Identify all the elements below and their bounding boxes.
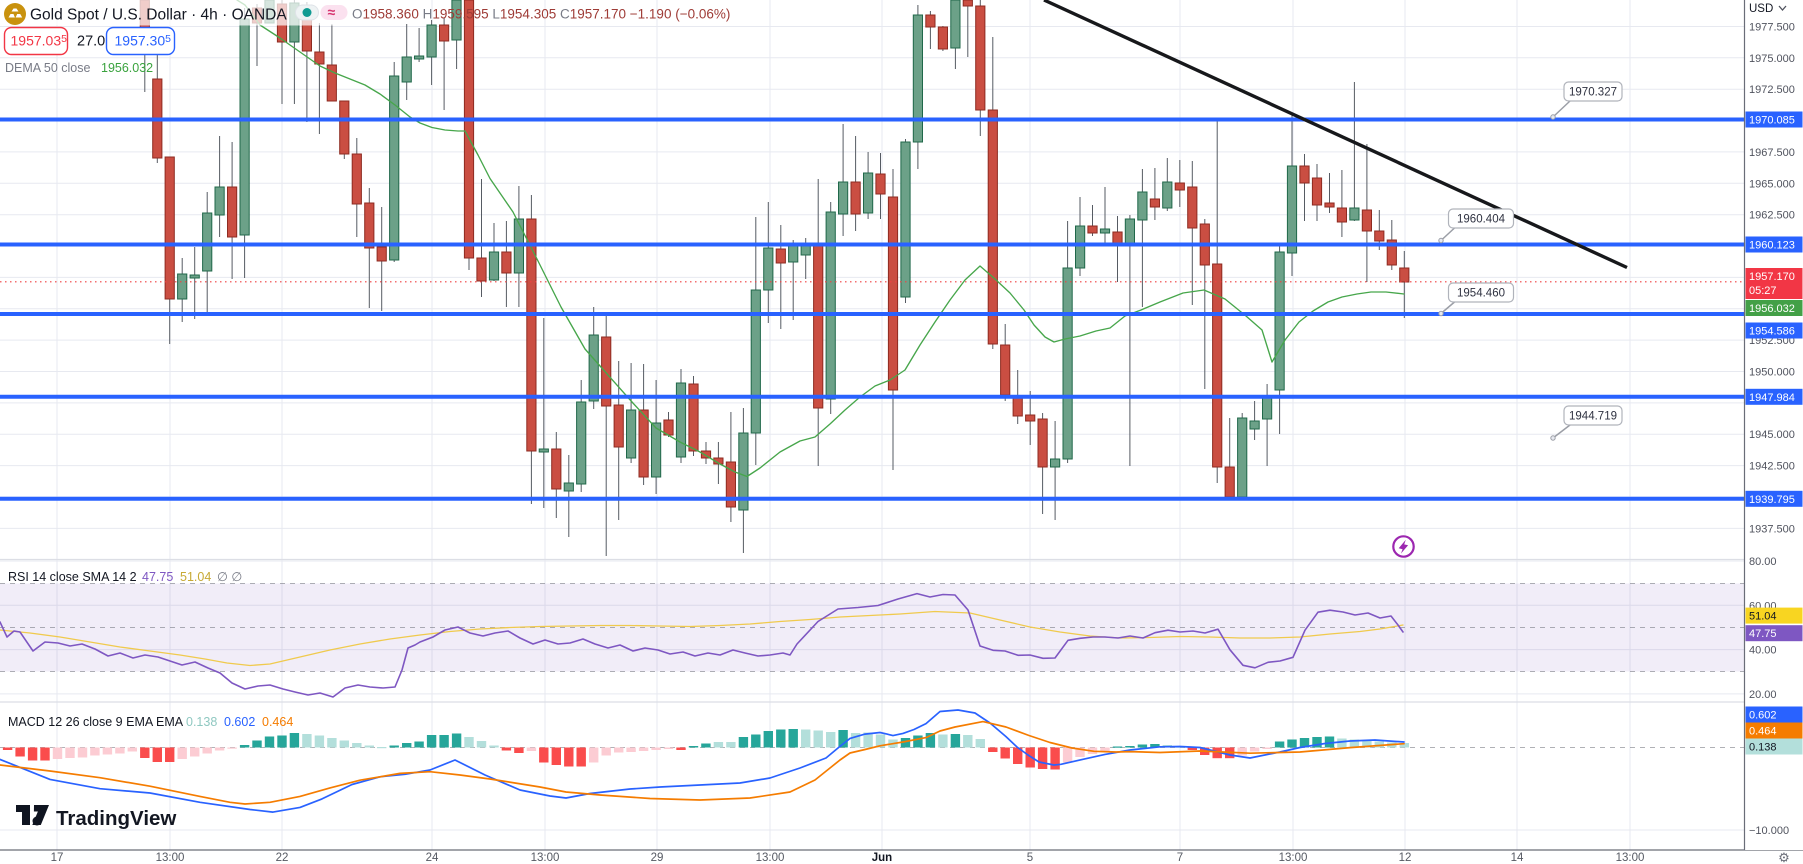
svg-text:05:27: 05:27 <box>1749 285 1777 297</box>
svg-text:47.75: 47.75 <box>142 570 173 584</box>
svg-text:1972.500: 1972.500 <box>1749 84 1795 96</box>
svg-text:≈: ≈ <box>328 4 336 20</box>
svg-text:1947.984: 1947.984 <box>1749 392 1795 404</box>
svg-text:22: 22 <box>276 852 289 864</box>
svg-text:7: 7 <box>1177 852 1183 864</box>
svg-text:20.00: 20.00 <box>1749 689 1777 701</box>
svg-text:13:00: 13:00 <box>1616 852 1645 864</box>
svg-text:1939.795: 1939.795 <box>1749 494 1795 506</box>
svg-text:Jun: Jun <box>872 852 892 864</box>
svg-text:14: 14 <box>1511 852 1524 864</box>
svg-text:1962.500: 1962.500 <box>1749 210 1795 222</box>
svg-text:1957.305: 1957.305 <box>115 33 172 49</box>
svg-text:1957.170: 1957.170 <box>1749 271 1795 283</box>
svg-text:0.602: 0.602 <box>1749 710 1777 722</box>
svg-text:DEMA 50 close: DEMA 50 close <box>5 61 91 75</box>
svg-text:80.00: 80.00 <box>1749 556 1777 568</box>
svg-text:∅ ∅: ∅ ∅ <box>217 570 242 584</box>
svg-text:13:00: 13:00 <box>156 852 185 864</box>
svg-text:1954.586: 1954.586 <box>1749 326 1795 338</box>
svg-text:5: 5 <box>1027 852 1033 864</box>
svg-text:0.464: 0.464 <box>1749 726 1777 738</box>
svg-text:17: 17 <box>51 852 64 864</box>
svg-text:29: 29 <box>651 852 664 864</box>
svg-text:1956.032: 1956.032 <box>101 61 153 75</box>
svg-text:1977.500: 1977.500 <box>1749 22 1795 34</box>
svg-text:−10.000: −10.000 <box>1749 825 1789 837</box>
svg-text:40.00: 40.00 <box>1749 645 1777 657</box>
svg-text:12: 12 <box>1399 852 1412 864</box>
svg-text:USD: USD <box>1749 3 1773 15</box>
svg-text:1950.000: 1950.000 <box>1749 367 1795 379</box>
svg-text:0.138: 0.138 <box>1749 742 1777 754</box>
svg-text:TradingView: TradingView <box>56 807 176 830</box>
svg-text:1942.500: 1942.500 <box>1749 461 1795 473</box>
svg-text:51.04: 51.04 <box>180 570 211 584</box>
svg-text:1954.460: 1954.460 <box>1457 288 1505 300</box>
svg-text:27.0: 27.0 <box>77 34 105 50</box>
svg-text:0.602: 0.602 <box>224 715 255 729</box>
svg-text:13:00: 13:00 <box>1279 852 1308 864</box>
svg-text:13:00: 13:00 <box>756 852 785 864</box>
svg-text:0.464: 0.464 <box>262 715 293 729</box>
svg-text:47.75: 47.75 <box>1749 628 1777 640</box>
svg-text:1944.719: 1944.719 <box>1569 411 1617 423</box>
svg-text:1967.500: 1967.500 <box>1749 147 1795 159</box>
svg-text:1945.000: 1945.000 <box>1749 429 1795 441</box>
svg-text:24: 24 <box>426 852 439 864</box>
svg-text:1975.000: 1975.000 <box>1749 53 1795 65</box>
svg-text:⚙: ⚙ <box>1778 850 1790 864</box>
svg-text:1970.085: 1970.085 <box>1749 115 1795 127</box>
svg-text:MACD 12 26 close 9 EMA EMA: MACD 12 26 close 9 EMA EMA <box>8 715 184 729</box>
svg-text:RSI 14 close SMA 14 2: RSI 14 close SMA 14 2 <box>8 570 137 584</box>
svg-text:51.04: 51.04 <box>1749 611 1777 623</box>
svg-text:0.138: 0.138 <box>186 715 217 729</box>
svg-text:1960.404: 1960.404 <box>1457 214 1506 226</box>
svg-text:1957.035: 1957.035 <box>11 33 68 49</box>
svg-text:O1958.360 H1959.595 L1954.305: O1958.360 H1959.595 L1954.305 C1957.170 … <box>352 7 730 22</box>
svg-text:Gold Spot / U.S. Dollar · 4h ·: Gold Spot / U.S. Dollar · 4h · OANDA <box>30 7 287 24</box>
svg-text:1970.327: 1970.327 <box>1569 87 1617 99</box>
svg-text:1956.032: 1956.032 <box>1749 303 1795 315</box>
svg-text:1937.500: 1937.500 <box>1749 523 1795 535</box>
svg-text:13:00: 13:00 <box>531 852 560 864</box>
svg-text:1960.123: 1960.123 <box>1749 240 1795 252</box>
svg-text:1965.000: 1965.000 <box>1749 178 1795 190</box>
